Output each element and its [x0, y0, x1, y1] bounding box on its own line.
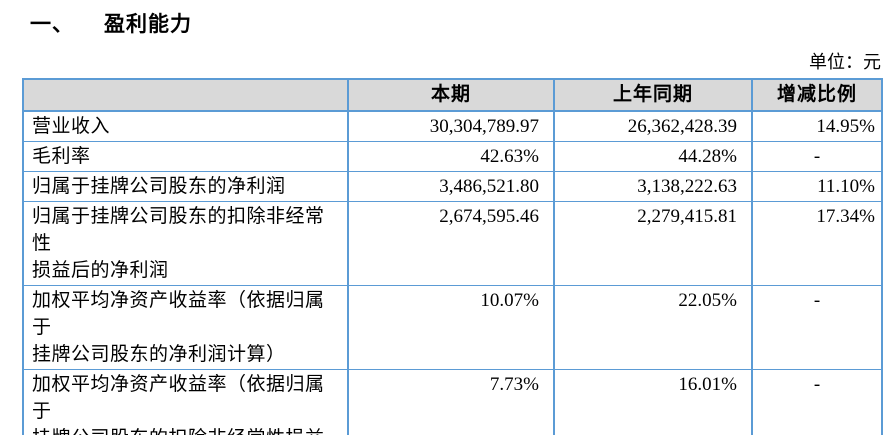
cell-prior: 22.05% — [553, 285, 753, 370]
column-header-empty — [22, 78, 349, 112]
cell-current: 7.73% — [347, 369, 555, 435]
cell-current: 10.07% — [347, 285, 555, 370]
cell-change: - — [751, 369, 883, 435]
column-header-prior-period: 上年同期 — [553, 78, 753, 112]
cell-current: 42.63% — [347, 141, 555, 172]
row-label: 毛利率 — [22, 141, 349, 172]
cell-change: 17.34% — [751, 201, 883, 286]
row-label: 归属于挂牌公司股东的扣除非经常性 损益后的净利润 — [22, 201, 349, 286]
row-label: 归属于挂牌公司股东的净利润 — [22, 171, 349, 202]
section-number: 一、 — [30, 13, 74, 36]
cell-change: - — [751, 285, 883, 370]
column-header-change-ratio: 增减比例 — [751, 78, 883, 112]
cell-prior: 26,362,428.39 — [553, 110, 753, 142]
row-label: 加权平均净资产收益率（依据归属于 挂牌公司股东的净利润计算） — [22, 285, 349, 370]
profitability-table: 本期 上年同期 增减比例 营业收入 30,304,789.97 26,362,4… — [22, 78, 883, 435]
table-row-gross-margin: 毛利率 42.63% 44.28% - — [22, 141, 883, 172]
cell-current: 2,674,595.46 — [347, 201, 555, 286]
cell-prior: 2,279,415.81 — [553, 201, 753, 286]
section-title-text: 盈利能力 — [104, 13, 192, 36]
cell-current: 30,304,789.97 — [347, 110, 555, 142]
section-title: 一、 盈利能力 — [30, 8, 192, 38]
cell-prior: 44.28% — [553, 141, 753, 172]
cell-prior: 16.01% — [553, 369, 753, 435]
cell-current: 3,486,521.80 — [347, 171, 555, 202]
table-row-weighted-avg-roe: 加权平均净资产收益率（依据归属于 挂牌公司股东的净利润计算） 10.07% 22… — [22, 285, 883, 370]
cell-change: 11.10% — [751, 171, 883, 202]
cell-change: - — [751, 141, 883, 172]
column-header-current-period: 本期 — [347, 78, 555, 112]
row-label: 营业收入 — [22, 110, 349, 142]
unit-label: 单位：元 — [809, 52, 881, 72]
table-row-net-profit: 归属于挂牌公司股东的净利润 3,486,521.80 3,138,222.63 … — [22, 171, 883, 202]
table-row-net-profit-excl-nonrecurring: 归属于挂牌公司股东的扣除非经常性 损益后的净利润 2,674,595.46 2,… — [22, 201, 883, 286]
table-row-operating-revenue: 营业收入 30,304,789.97 26,362,428.39 14.95% — [22, 110, 883, 142]
cell-change: 14.95% — [751, 110, 883, 142]
table-header-row: 本期 上年同期 增减比例 — [22, 78, 883, 112]
cell-prior: 3,138,222.63 — [553, 171, 753, 202]
